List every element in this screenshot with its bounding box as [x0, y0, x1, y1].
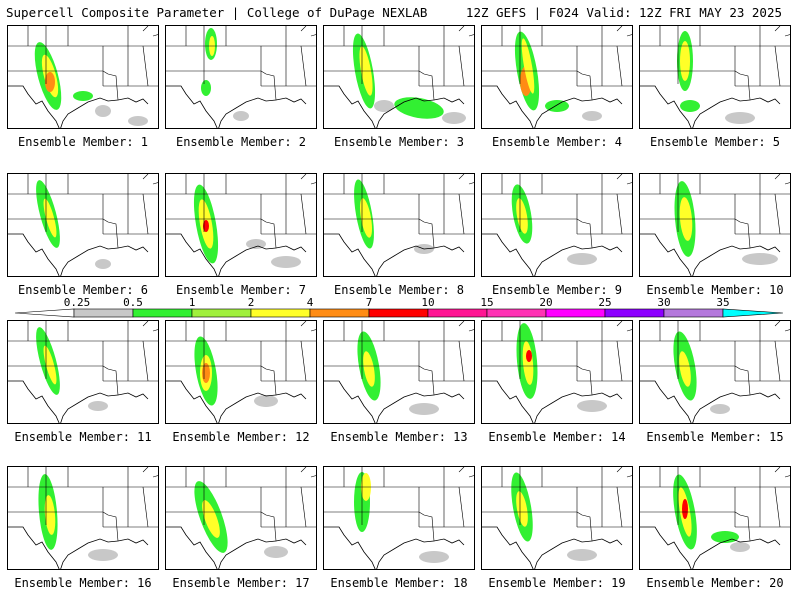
color-scale-legend	[14, 308, 784, 318]
ensemble-member-label: Ensemble Member: 18	[330, 576, 468, 590]
ensemble-member-map	[323, 25, 475, 129]
ensemble-member-map	[165, 466, 317, 570]
ensemble-member-label: Ensemble Member: 17	[172, 576, 310, 590]
ensemble-member-label: Ensemble Member: 8	[333, 283, 465, 297]
map-title: Supercell Composite Parameter | College …	[6, 5, 428, 20]
legend-label: 2	[247, 296, 255, 309]
ensemble-member-map	[481, 173, 633, 277]
legend-label: 0.5	[123, 296, 143, 309]
ensemble-member-map	[7, 466, 159, 570]
legend-swatch	[309, 308, 370, 318]
legend-swatch	[545, 308, 606, 318]
legend-arrow-low	[14, 308, 75, 318]
ensemble-member-map	[7, 173, 159, 277]
legend-label: 15	[480, 296, 494, 309]
legend-swatch	[73, 308, 134, 318]
legend-label: 7	[365, 296, 373, 309]
ensemble-member-map	[639, 25, 791, 129]
legend-swatch	[427, 308, 488, 318]
ensemble-member-map	[639, 320, 791, 424]
legend-label: 35	[716, 296, 730, 309]
legend-label: 0.25	[63, 296, 91, 309]
ensemble-member-label: Ensemble Member: 5	[649, 135, 781, 149]
ensemble-member-map	[323, 466, 475, 570]
legend-arrow-high	[722, 308, 784, 318]
legend-swatch	[191, 308, 252, 318]
ensemble-member-map	[323, 173, 475, 277]
legend-label: 4	[306, 296, 314, 309]
ensemble-member-map	[481, 466, 633, 570]
legend-swatch	[604, 308, 665, 318]
ensemble-member-label: Ensemble Member: 15	[646, 430, 784, 444]
ensemble-member-map	[7, 25, 159, 129]
ensemble-member-label: Ensemble Member: 20	[646, 576, 784, 590]
ensemble-member-label: Ensemble Member: 13	[330, 430, 468, 444]
ensemble-member-label: Ensemble Member: 4	[491, 135, 623, 149]
ensemble-member-map	[481, 25, 633, 129]
ensemble-member-label: Ensemble Member: 16	[14, 576, 152, 590]
legend-swatch	[368, 308, 429, 318]
ensemble-member-label: Ensemble Member: 12	[172, 430, 310, 444]
ensemble-member-map	[165, 320, 317, 424]
ensemble-member-label: Ensemble Member: 10	[646, 283, 784, 297]
ensemble-member-label: Ensemble Member: 19	[488, 576, 626, 590]
ensemble-member-map	[165, 25, 317, 129]
legend-swatch	[132, 308, 193, 318]
ensemble-member-map	[323, 320, 475, 424]
ensemble-member-label: Ensemble Member: 9	[491, 283, 623, 297]
legend-swatch	[486, 308, 547, 318]
legend-label: 20	[539, 296, 553, 309]
ensemble-member-map	[481, 320, 633, 424]
ensemble-member-label: Ensemble Member: 7	[175, 283, 307, 297]
ensemble-member-label: Ensemble Member: 14	[488, 430, 626, 444]
model-run-info: 12Z GEFS | F024 Valid: 12Z FRI MAY 23 20…	[465, 5, 782, 20]
ensemble-member-label: Ensemble Member: 1	[17, 135, 149, 149]
legend-swatch	[663, 308, 724, 318]
ensemble-member-map	[165, 173, 317, 277]
ensemble-member-label: Ensemble Member: 2	[175, 135, 307, 149]
legend-label: 30	[657, 296, 671, 309]
legend-label: 1	[188, 296, 196, 309]
ensemble-member-map	[7, 320, 159, 424]
ensemble-member-label: Ensemble Member: 11	[14, 430, 152, 444]
legend-label: 10	[421, 296, 435, 309]
legend-swatch	[250, 308, 311, 318]
ensemble-member-map	[639, 466, 791, 570]
ensemble-member-label: Ensemble Member: 3	[333, 135, 465, 149]
ensemble-member-map	[639, 173, 791, 277]
ensemble-member-label: Ensemble Member: 6	[17, 283, 149, 297]
legend-label: 25	[598, 296, 612, 309]
